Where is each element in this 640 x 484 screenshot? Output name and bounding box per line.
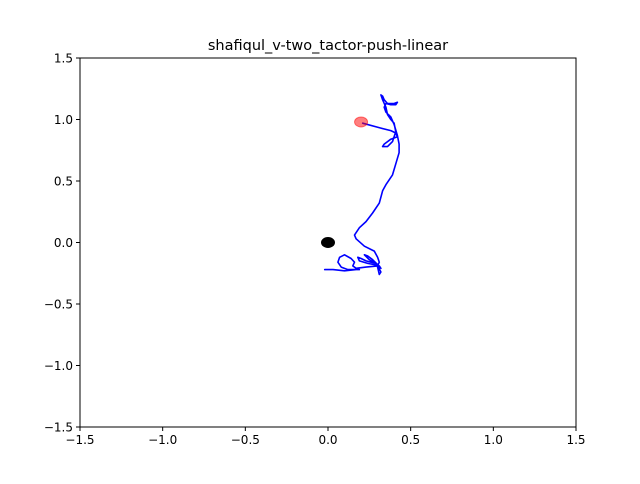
y-tick-label: 0.0 xyxy=(54,236,73,250)
y-tick-label: −0.5 xyxy=(44,298,73,312)
x-tick-label: −1.0 xyxy=(148,433,177,447)
y-tick-label: −1.5 xyxy=(44,421,73,435)
plot-area xyxy=(321,94,400,276)
y-tick-label: 0.5 xyxy=(54,175,73,189)
x-tick-label: 1.5 xyxy=(566,433,585,447)
y-tick-label: 1.0 xyxy=(54,113,73,127)
start-marker xyxy=(321,237,335,248)
trajectory-line-0 xyxy=(323,94,400,276)
x-tick-label: 0.5 xyxy=(401,433,420,447)
x-tick-label: −1.5 xyxy=(65,433,94,447)
y-axis-ticks: −1.5 −1.0 −0.5 0.0 0.5 1.0 1.5 xyxy=(44,52,80,435)
x-tick-label: 0.0 xyxy=(318,433,337,447)
x-axis-ticks: −1.5 −1.0 −0.5 0.0 0.5 1.0 1.5 xyxy=(65,427,586,447)
y-tick-label: 1.5 xyxy=(54,52,73,66)
y-tick-label: −1.0 xyxy=(44,359,73,373)
chart-title: shafiqul_v-two_tactor-push-linear xyxy=(208,38,448,54)
x-tick-label: −0.5 xyxy=(231,433,260,447)
target-marker xyxy=(354,116,369,128)
axes-frame xyxy=(79,57,577,428)
x-tick-label: 1.0 xyxy=(484,433,503,447)
